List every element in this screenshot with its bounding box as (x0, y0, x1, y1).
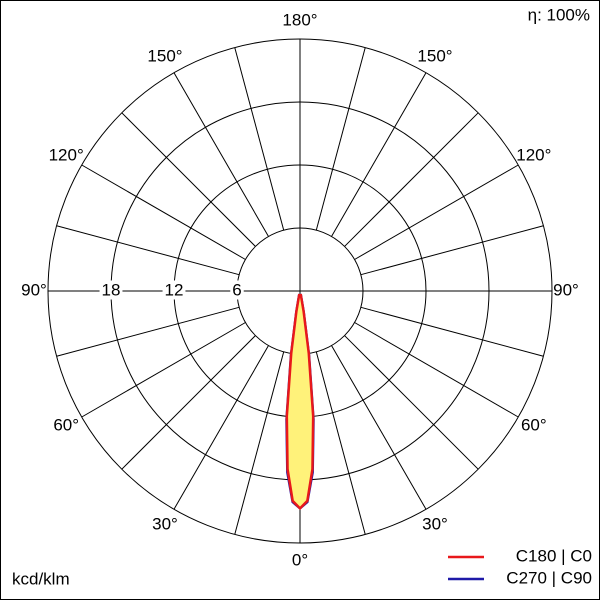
angle-tick-label: 180° (282, 10, 317, 29)
spoke (331, 345, 427, 510)
spoke (234, 351, 285, 535)
angle-tick-label: 60° (53, 415, 79, 434)
curve (285, 293, 315, 511)
angle-tick-label: 60° (521, 415, 547, 434)
outer-ring (47, 38, 553, 544)
angle-tick-label: 90° (21, 280, 47, 299)
labels: 612180°30°30°60°60°90°90°120°120°150°150… (21, 10, 579, 569)
angle-tick-label: 90° (553, 280, 579, 299)
spoke (354, 322, 519, 418)
legend-label: C180 | C0 (516, 546, 592, 565)
spoke (121, 335, 256, 470)
angle-tick-label: 120° (516, 145, 551, 164)
legend-label: C270 | C90 (506, 568, 592, 587)
spoke (81, 322, 246, 418)
label-bg (230, 280, 244, 300)
spoke (360, 306, 544, 357)
spoke (315, 47, 366, 231)
label-bg (162, 280, 186, 300)
efficiency: η: 100% (528, 5, 590, 24)
spoke (56, 306, 240, 357)
r-tick-label: 6 (232, 280, 241, 299)
angle-tick-label: 150° (417, 47, 452, 66)
r-tick-label: 12 (165, 280, 184, 299)
spoke (121, 112, 256, 247)
angle-tick-label: 30° (422, 514, 448, 533)
spoke (344, 335, 479, 470)
spoke (331, 72, 427, 237)
spoke (234, 47, 285, 231)
angle-tick-label: 0° (292, 550, 308, 569)
spoke (173, 72, 269, 237)
r-tick-label: 18 (102, 280, 121, 299)
angle-tick-label: 150° (147, 47, 182, 66)
spoke (344, 112, 479, 247)
spoke (56, 225, 240, 276)
angle-tick-label: 120° (49, 145, 84, 164)
spoke (173, 345, 269, 510)
spoke (354, 164, 519, 260)
label-bg (99, 280, 123, 300)
spoke (81, 164, 246, 260)
spoke (315, 351, 366, 535)
marks (285, 293, 315, 511)
unit: kcd/klm (12, 569, 70, 588)
spoke (360, 225, 544, 276)
angle-tick-label: 30° (152, 514, 178, 533)
